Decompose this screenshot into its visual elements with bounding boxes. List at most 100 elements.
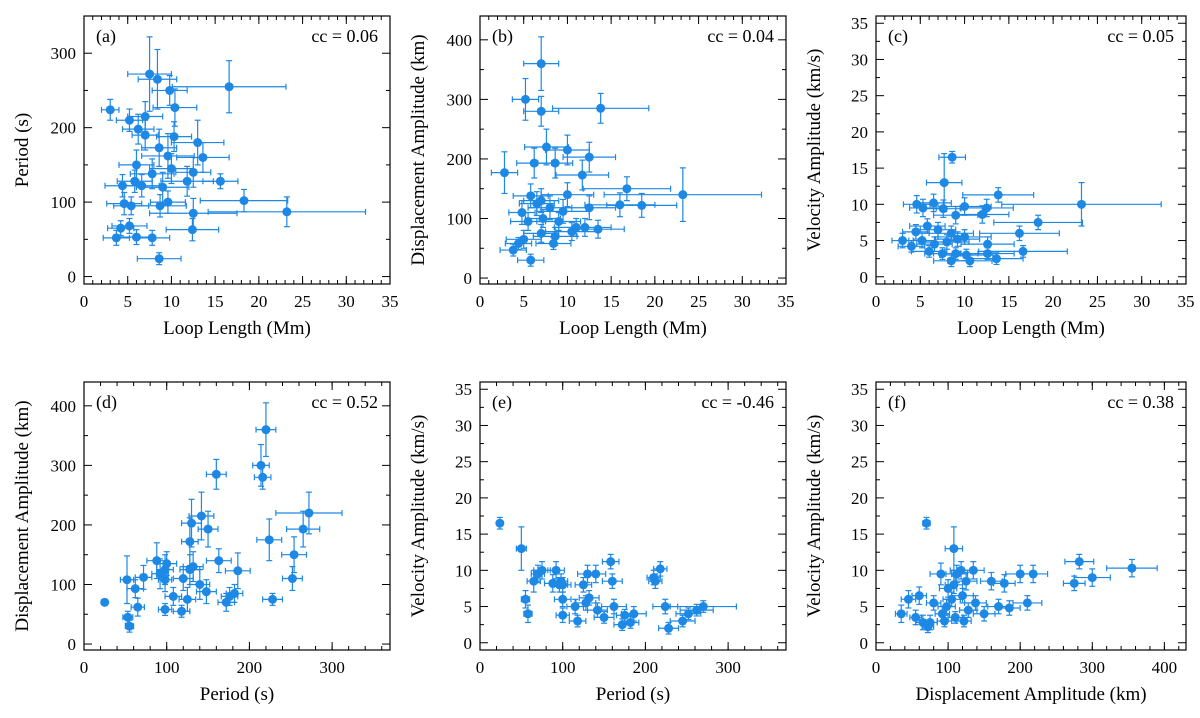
scatter-marker	[188, 208, 198, 218]
scatter-marker	[573, 616, 583, 626]
y-tick-label: 400	[447, 31, 473, 50]
scatter-marker	[922, 221, 932, 231]
data-point	[224, 552, 251, 590]
y-tick-label: 25	[851, 453, 868, 472]
y-tick-label: 5	[464, 598, 473, 617]
scatter-marker	[678, 190, 688, 200]
data-point	[178, 586, 197, 612]
scatter-marker	[137, 181, 147, 191]
scatter-marker	[622, 184, 632, 194]
data-point	[544, 222, 599, 242]
data-point	[938, 150, 967, 164]
data-point	[547, 561, 565, 580]
x-tick-label: 35	[382, 292, 399, 311]
scatter-marker	[289, 550, 299, 560]
scatter-marker	[536, 59, 546, 69]
x-axis-label: Period (s)	[200, 684, 274, 705]
x-tick-label: 400	[1152, 658, 1178, 677]
data-point	[578, 590, 600, 606]
data-point	[894, 604, 908, 624]
scatter-marker	[567, 227, 577, 237]
x-axis-label: Loop Length (Mm)	[957, 318, 1105, 339]
y-tick-label: 10	[455, 561, 472, 580]
scatter-marker	[516, 544, 526, 554]
data-point	[536, 198, 590, 224]
y-axis-label: Velocity Amplitude (km/s)	[804, 415, 825, 618]
scatter-marker	[152, 74, 162, 84]
data-point	[135, 171, 190, 203]
y-tick-label: 0	[68, 268, 77, 287]
y-tick-label: 35	[851, 380, 868, 399]
data-point	[553, 591, 572, 608]
scatter-marker	[970, 598, 980, 608]
scatter-marker	[131, 160, 141, 170]
scatter-marker	[1127, 563, 1137, 573]
y-tick-label: 35	[851, 14, 868, 33]
data-point	[535, 236, 572, 251]
x-tick-label: 20	[646, 292, 663, 311]
plot-frame	[83, 381, 391, 651]
x-tick-label: 35	[778, 292, 795, 311]
data-point	[969, 252, 1024, 266]
scatter-marker	[201, 587, 211, 597]
scatter-marker	[609, 602, 619, 612]
scatter-marker	[188, 562, 198, 572]
panel-b: 0 5 10 15 20 25 30 35 0 100 200 300 400 Loop Length (…	[408, 15, 795, 339]
scatter-marker	[637, 200, 647, 210]
scatter-marker	[163, 197, 173, 207]
data-point	[961, 561, 985, 580]
data-point	[256, 518, 283, 562]
data-point	[932, 205, 979, 225]
panel-f: 0 100 200 300 400 0 5 10 15 20 25 30 35 Displacement …	[804, 380, 1187, 705]
scatter-marker	[911, 612, 921, 622]
scatter-marker	[950, 612, 960, 622]
y-tick-label: 20	[455, 489, 472, 508]
data-point	[909, 609, 923, 626]
scatter-marker	[258, 472, 268, 482]
data-point	[141, 128, 178, 167]
scatter-marker	[545, 203, 555, 213]
scatter-marker	[140, 112, 150, 121]
scatter-marker	[211, 469, 221, 479]
scatter-marker	[947, 152, 957, 162]
data-point	[921, 516, 931, 530]
x-tick-label: 10	[559, 292, 576, 311]
scatter-marker	[584, 152, 594, 162]
panel-label: (f)	[888, 392, 906, 413]
x-tick-label: 200	[633, 658, 659, 677]
x-tick-label: 10	[163, 292, 180, 311]
x-tick-label: 30	[734, 292, 751, 311]
scatter-marker	[942, 237, 952, 247]
data-point	[127, 36, 173, 112]
y-tick-label: 0	[68, 635, 77, 654]
y-axis-label: Period (s)	[12, 113, 33, 187]
data-point	[111, 217, 148, 234]
scatter-marker	[133, 602, 143, 612]
x-tick-label: 20	[1045, 292, 1062, 311]
panel-label: (b)	[492, 26, 513, 47]
scatter-marker	[664, 623, 674, 633]
data-point	[911, 586, 928, 605]
scatter-marker	[906, 241, 916, 251]
data-point	[136, 252, 182, 266]
scatter-marker	[929, 598, 939, 608]
data-point	[171, 60, 287, 114]
data-point	[220, 586, 239, 606]
scatter-marker	[938, 204, 948, 214]
data-point	[149, 190, 187, 214]
scatter-marker	[230, 588, 240, 598]
y-tick-label: 20	[851, 489, 868, 508]
scatter-marker	[123, 612, 133, 622]
scatter-marker	[177, 606, 187, 616]
y-tick-label: 15	[851, 159, 868, 178]
scatter-marker	[946, 228, 956, 238]
y-tick-label: 0	[464, 634, 473, 653]
scatter-marker	[606, 557, 616, 567]
y-tick-label: 25	[455, 453, 472, 472]
y-tick-label: 15	[851, 525, 868, 544]
data-point	[156, 551, 178, 577]
scatter-marker	[558, 610, 568, 620]
data-point	[537, 147, 574, 179]
scatter-marker	[499, 168, 509, 178]
data-point	[658, 621, 680, 635]
